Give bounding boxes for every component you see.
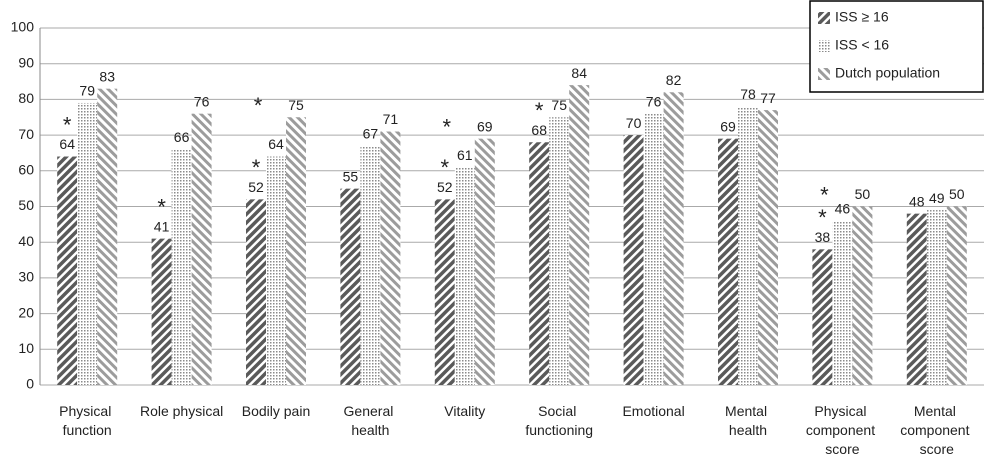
bar xyxy=(643,113,664,386)
bar xyxy=(57,156,78,385)
bar xyxy=(360,145,381,385)
bar xyxy=(832,220,853,385)
x-tick-label: Physical component score xyxy=(806,403,879,457)
bar xyxy=(246,199,266,385)
value-label: 46 xyxy=(835,200,851,216)
x-tick-label: Vitality xyxy=(444,403,485,419)
bar xyxy=(812,249,833,385)
value-label: 66 xyxy=(174,129,190,145)
x-tick-label: Role physical xyxy=(140,403,223,419)
legend-swatch xyxy=(818,12,830,24)
y-tick-label: 10 xyxy=(18,340,34,356)
significance-marker: * xyxy=(252,155,261,180)
value-label: 71 xyxy=(383,111,399,127)
value-label: 50 xyxy=(949,186,965,202)
value-label: 69 xyxy=(720,118,736,134)
bar xyxy=(926,210,947,385)
bar xyxy=(529,142,550,385)
legend-label: ISS < 16 xyxy=(835,37,889,53)
x-tick-label: General health xyxy=(344,403,398,438)
y-tick-label: 80 xyxy=(18,90,34,106)
bar xyxy=(434,199,455,385)
significance-marker: * xyxy=(443,114,452,139)
x-tick-label: Mental health xyxy=(725,403,771,438)
value-label: 61 xyxy=(457,147,473,163)
bar xyxy=(549,117,570,385)
bar xyxy=(380,131,401,385)
significance-marker: * xyxy=(254,93,263,118)
y-tick-label: 100 xyxy=(11,19,35,35)
bar xyxy=(758,110,778,386)
bar xyxy=(454,167,475,385)
bar xyxy=(623,135,644,385)
value-label: 69 xyxy=(477,118,493,134)
y-tick-label: 40 xyxy=(18,233,34,249)
value-label: 77 xyxy=(760,90,776,106)
value-label: 52 xyxy=(248,179,264,195)
value-label: 68 xyxy=(531,122,547,138)
bar xyxy=(266,156,286,385)
bar xyxy=(191,113,212,386)
value-label: 79 xyxy=(79,83,95,99)
value-label: 41 xyxy=(154,218,170,234)
value-label: 83 xyxy=(99,68,115,84)
significance-marker: * xyxy=(820,182,829,207)
value-label: 76 xyxy=(194,93,210,109)
bar xyxy=(906,213,927,385)
y-tick-label: 0 xyxy=(26,376,34,392)
significance-marker: * xyxy=(441,155,450,180)
bar xyxy=(569,85,590,386)
value-label: 84 xyxy=(571,65,587,81)
value-label: 55 xyxy=(343,168,359,184)
value-label: 76 xyxy=(646,93,662,109)
y-tick-label: 90 xyxy=(18,54,34,70)
legend-box xyxy=(809,0,984,93)
value-label: 75 xyxy=(551,97,567,113)
bar xyxy=(663,92,684,385)
y-tick-label: 30 xyxy=(18,269,34,285)
x-tick-label: Emotional xyxy=(622,403,684,419)
bar xyxy=(286,117,306,385)
value-label: 49 xyxy=(929,190,945,206)
legend-label: Dutch population xyxy=(835,65,940,81)
bar xyxy=(340,188,361,385)
value-label: 38 xyxy=(815,229,831,245)
x-tick-label: Physical function xyxy=(59,403,115,438)
legend-label: ISS ≥ 16 xyxy=(835,9,889,25)
bar xyxy=(946,206,967,385)
value-label: 50 xyxy=(855,186,871,202)
bar xyxy=(852,206,873,385)
bar xyxy=(97,88,118,385)
significance-marker: * xyxy=(157,194,166,219)
x-tick-label: Bodily pain xyxy=(242,403,311,419)
y-tick-label: 50 xyxy=(18,197,34,213)
bar xyxy=(474,138,495,385)
bar xyxy=(171,149,192,385)
value-label: 82 xyxy=(666,72,682,88)
value-label: 75 xyxy=(288,97,304,113)
value-label: 48 xyxy=(909,193,925,209)
bar xyxy=(77,102,98,385)
legend-swatch xyxy=(818,68,830,80)
bar xyxy=(718,138,738,385)
value-label: 70 xyxy=(626,115,642,131)
y-tick-label: 60 xyxy=(18,162,34,178)
y-tick-label: 20 xyxy=(18,304,34,320)
significance-marker: * xyxy=(535,98,544,123)
y-tick-label: 70 xyxy=(18,126,34,142)
significance-marker: * xyxy=(818,205,827,230)
value-label: 78 xyxy=(740,86,756,102)
bar xyxy=(738,106,758,385)
value-label: 52 xyxy=(437,179,453,195)
legend-swatch xyxy=(818,40,830,52)
value-label: 64 xyxy=(268,136,284,152)
x-tick-label: Social functioning xyxy=(525,403,593,438)
x-tick-label: Mental component score xyxy=(900,403,973,457)
value-label: 67 xyxy=(363,126,379,142)
bar xyxy=(151,238,172,385)
significance-marker: * xyxy=(63,112,72,137)
value-label: 64 xyxy=(59,136,75,152)
